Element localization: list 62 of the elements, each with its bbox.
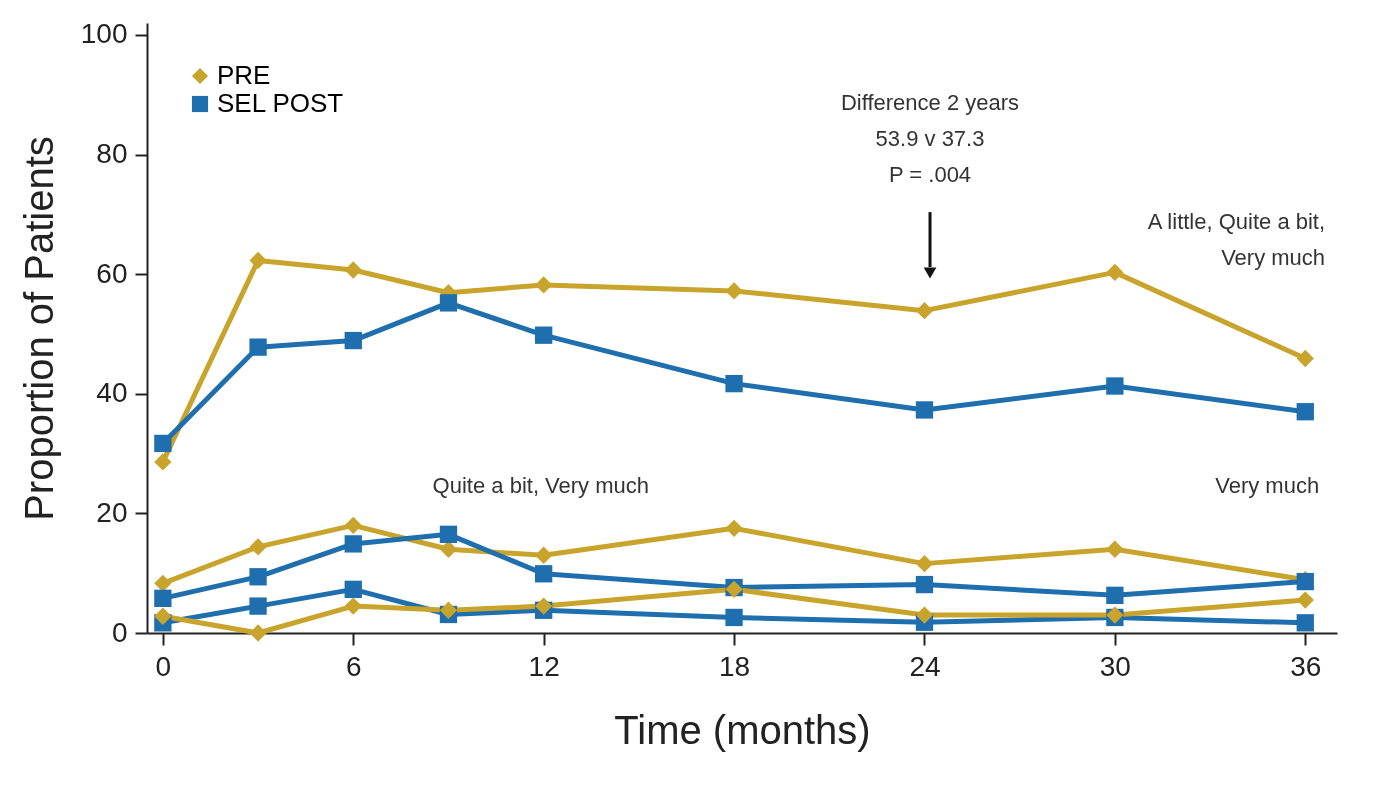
point xyxy=(915,401,934,419)
annotation: Difference 2 years 53.9 v 37.3 P = .004 xyxy=(840,90,1020,188)
x-tick-label: 18 xyxy=(718,650,751,682)
y-tick-label: 20 xyxy=(96,496,128,528)
point xyxy=(344,597,362,615)
point xyxy=(344,535,362,553)
point xyxy=(535,546,553,564)
point xyxy=(249,538,267,556)
point xyxy=(535,565,553,583)
annotation: Quite a bit, Very much xyxy=(432,472,650,498)
y-tick-label: 0 xyxy=(111,616,128,648)
point xyxy=(344,516,362,535)
point xyxy=(154,607,172,625)
point xyxy=(249,597,267,615)
point xyxy=(535,326,553,344)
point xyxy=(1106,540,1124,558)
y-tick-label: 100 xyxy=(80,18,128,50)
point xyxy=(344,331,362,350)
point xyxy=(154,434,172,453)
point xyxy=(535,597,553,615)
x-tick-label: 24 xyxy=(909,650,941,682)
point xyxy=(725,374,743,393)
point xyxy=(915,302,934,320)
y-tick-label: 80 xyxy=(96,138,128,170)
point xyxy=(1106,377,1124,395)
point xyxy=(249,251,267,270)
point xyxy=(1296,403,1314,421)
annotation: Very much xyxy=(1215,472,1320,498)
point xyxy=(1106,263,1124,282)
x-axis-title: Time (months) xyxy=(614,707,871,752)
point xyxy=(344,580,362,598)
point xyxy=(249,338,267,356)
point xyxy=(249,624,267,642)
x-tick-label: 6 xyxy=(345,650,362,682)
y-tick-label: 40 xyxy=(96,377,128,409)
point xyxy=(154,453,172,471)
point xyxy=(154,589,172,607)
y-tick-label: 60 xyxy=(96,257,128,289)
point xyxy=(915,554,934,573)
point xyxy=(725,608,743,627)
annotation: A little, Quite a bit, Very much xyxy=(1147,209,1326,271)
point xyxy=(725,282,743,300)
point xyxy=(1106,586,1124,604)
x-tick-label: 30 xyxy=(1099,650,1131,682)
x-tick-label: 36 xyxy=(1290,650,1322,682)
point xyxy=(915,606,934,624)
point xyxy=(344,261,362,279)
legend-label: PRE xyxy=(217,60,271,90)
point xyxy=(535,276,553,294)
point xyxy=(725,519,743,537)
x-tick-label: 0 xyxy=(155,650,172,682)
point xyxy=(1296,614,1314,632)
point xyxy=(915,575,934,594)
point xyxy=(439,294,458,312)
legend-label: SEL POST xyxy=(217,88,344,118)
y-axis-title: Proportion of Patients xyxy=(16,136,61,521)
point xyxy=(1296,349,1314,368)
point xyxy=(1296,591,1314,609)
point xyxy=(439,601,458,619)
x-tick-label: 12 xyxy=(528,650,560,682)
point xyxy=(439,525,458,543)
point xyxy=(249,568,267,586)
